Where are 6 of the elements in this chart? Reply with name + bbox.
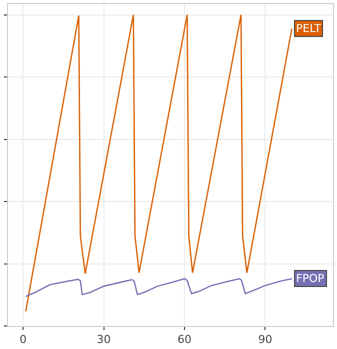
x-tick-label: 30 [96,333,111,346]
x-tick-label: 60 [177,333,192,346]
series-label: FPOP [296,272,325,285]
series-label: PELT [296,22,322,35]
x-tick-label: 0 [20,333,27,346]
x-tick-label: 90 [258,333,272,346]
